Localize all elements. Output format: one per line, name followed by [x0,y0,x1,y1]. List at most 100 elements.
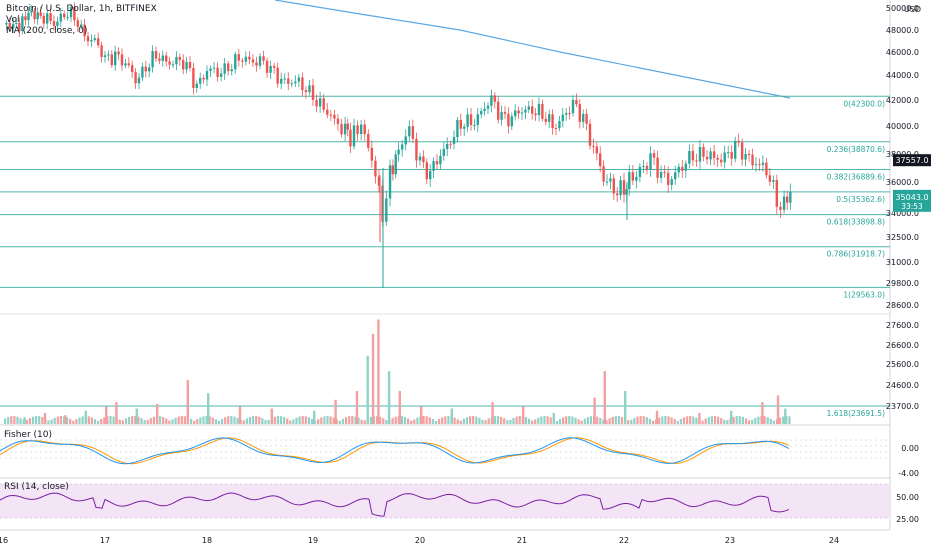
candle-body [517,110,520,114]
volume-bar [128,416,131,424]
candle-body [635,176,638,181]
volume-bar [329,416,332,424]
volume-bar [583,418,586,424]
volume-spike [43,413,47,424]
candle-body [397,149,400,155]
candle-body [765,162,768,176]
candle-body [8,22,11,29]
volume-bar [168,420,171,424]
time-axis[interactable]: 16 17 18 19 20 21 22 23 24 [0,536,839,545]
volume-bar [518,416,521,424]
candle-body [588,123,592,146]
volume-bar [574,417,577,424]
volume-bar [199,417,202,424]
candle-body [452,137,456,144]
volume-bar [25,420,28,424]
volume-bar [7,417,10,424]
candle-body [336,118,340,124]
volume-bar [447,416,450,424]
volume-bar [549,417,552,424]
candle-body [39,12,42,16]
volume-spike [105,406,108,424]
volume-bar [149,418,152,424]
candle-body [616,193,619,196]
volume-bar [50,419,53,424]
volume-bar [59,416,62,424]
volume-bar [332,417,335,424]
candle-body [786,196,789,203]
volume-bar [651,420,655,424]
volume-bar [301,416,304,424]
candle-body [36,12,39,20]
volume-bar [224,417,227,424]
time-tick: 22 [619,536,629,545]
candle-body [758,164,761,166]
candle-body [631,172,635,181]
candle-body [322,98,325,110]
candle-body [442,148,445,156]
volume-bar [577,419,580,424]
fib-retracement[interactable]: 0(42300.0) 0.236(38870.6) 0.382(36889.6) 0.… [0,95,890,418]
candle-body [346,123,349,130]
candle-body [652,153,656,158]
volume-bar [41,417,44,424]
volume-bar [190,418,193,424]
volume-bar [410,420,413,424]
volume-bar [496,416,500,424]
candle-body [262,56,265,61]
volume-spike [377,319,380,424]
price-badges: 37557.0 35043.033:53 [893,154,931,212]
candle-body [656,157,659,178]
volume-spike [115,402,118,424]
candle-body [151,51,154,68]
volume-bar [431,418,434,424]
volume-bar [19,418,22,424]
candle-body [418,156,422,161]
candle-body [719,159,723,163]
fib-label: 0(42300.0) [843,99,885,108]
volume-spike [64,415,67,424]
volume-bar [53,417,56,424]
volume-bar [320,417,323,424]
volume-bar [534,419,537,424]
volume-bar [744,418,748,424]
time-tick: 24 [829,536,839,545]
candle-body [352,125,356,147]
current-price-bg [893,189,931,212]
chart-title[interactable]: Bitcoin / U.S. Dollar, 1h, BITFINEX [6,4,157,14]
volume-bar [586,417,589,424]
candle-body [318,98,322,107]
volume-bar [341,418,345,424]
candle-body [5,22,8,25]
volume-bar [317,419,320,424]
candle-body [500,112,503,120]
price-tick: 23700.0 [886,402,919,411]
fib-label: 0.618(33898.8) [827,218,885,227]
candle-body [308,85,311,93]
candle-body [688,150,691,164]
candle-body [141,66,144,78]
price-tick: 32500.0 [886,233,919,242]
volume-bar [403,417,407,424]
volume-bar [512,418,515,424]
candle-body [493,95,496,102]
candle-body [237,54,240,61]
candle-body [93,38,96,40]
volume-bar [165,418,168,424]
price-tick: 25600.0 [886,360,919,369]
candle-body [49,13,52,21]
candle-body [779,206,782,210]
fisher-panel [0,437,890,465]
legend-ma[interactable]: MA (200, close, 0) [6,26,88,36]
rsi-label[interactable]: RSI (14, close) [4,482,69,492]
price-axis[interactable]: 50000.0 48000.0 46000.0 44000.0 42000.0 40000… [886,4,919,524]
fisher-label[interactable]: Fisher (10) [4,430,52,440]
candle-body [531,106,534,114]
legend-vol[interactable]: Vol [6,15,20,25]
volume-bar [695,417,698,424]
volume-spike [450,408,453,424]
volume-bar [227,416,230,424]
volume-bar [379,416,382,424]
candle-body [272,65,276,68]
